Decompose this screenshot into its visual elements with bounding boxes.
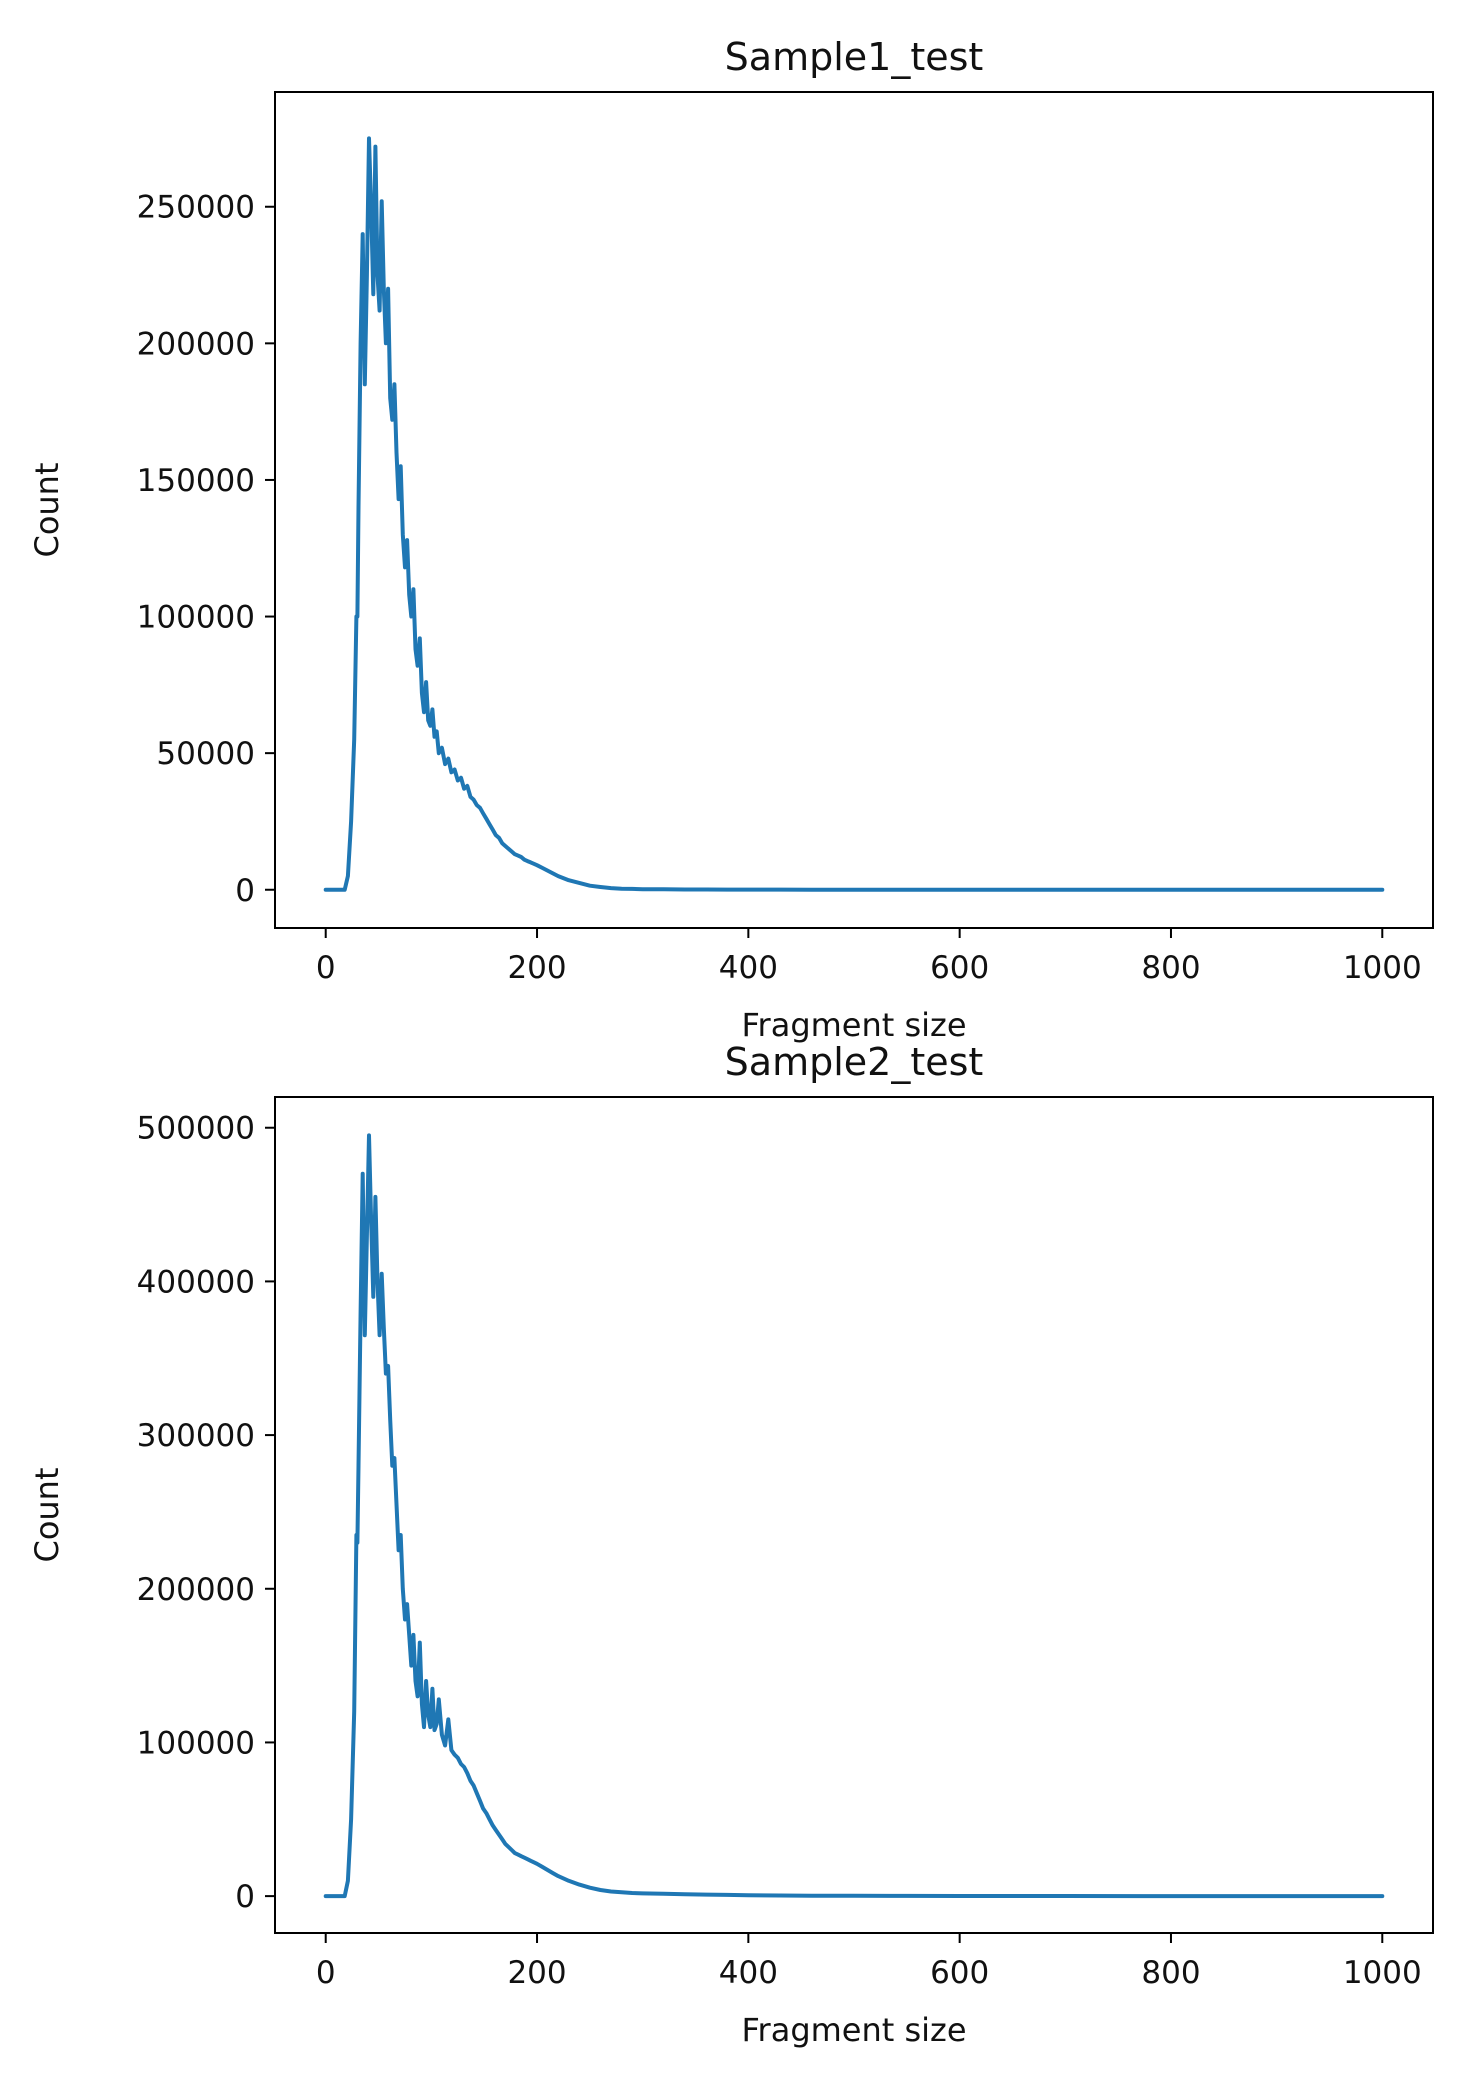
- y-tick-label: 300000: [137, 1418, 255, 1454]
- y-tick-label: 100000: [137, 600, 255, 636]
- x-tick-label: 200: [507, 950, 566, 986]
- series-line-1: [323, 1133, 1385, 1899]
- x-tick-label: 400: [719, 1955, 778, 1991]
- y-tick-label: 500000: [137, 1111, 255, 1147]
- x-tick-label: 600: [930, 950, 989, 986]
- x-tick-label: 800: [1141, 950, 1200, 986]
- y-tick-label: 0: [235, 1879, 255, 1915]
- x-axis-label: Fragment size: [741, 1006, 966, 1044]
- x-tick-label: 1000: [1343, 950, 1422, 986]
- chart-2: Sample2_test 0 200 400 600 800 1000 0 100000 2000…: [28, 1040, 1434, 2049]
- y-tick-label: 200000: [137, 1572, 255, 1608]
- x-tick-label: 400: [719, 950, 778, 986]
- y-tick-label: 200000: [137, 326, 255, 362]
- x-tick-label: 800: [1141, 1955, 1200, 1991]
- x-tick-label: 200: [507, 1955, 566, 1991]
- x-tick-label: 0: [316, 1955, 336, 1991]
- y-tick-label: 100000: [137, 1725, 255, 1761]
- chart-title: Sample1_test: [725, 35, 984, 79]
- x-tick-label: 0: [316, 950, 336, 986]
- chart-1: Sample1_test 0 200 400 600 800 1000 0 50000 10000…: [28, 35, 1434, 1044]
- series-line-1: [323, 136, 1385, 892]
- plot-frame: [274, 91, 1434, 929]
- y-tick-label: 50000: [156, 736, 255, 772]
- y-tick-label: 250000: [137, 190, 255, 226]
- x-axis-label: Fragment size: [741, 2011, 966, 2049]
- y-axis-label: Count: [28, 462, 66, 557]
- y-tick-label: 150000: [137, 463, 255, 499]
- x-tick-label: 1000: [1343, 1955, 1422, 1991]
- plot-frame: [274, 1096, 1434, 1934]
- y-axis-label: Count: [28, 1467, 66, 1562]
- chart-title: Sample2_test: [725, 1040, 984, 1084]
- y-tick-label: 400000: [137, 1264, 255, 1300]
- y-tick-label: 0: [235, 873, 255, 909]
- x-tick-label: 600: [930, 1955, 989, 1991]
